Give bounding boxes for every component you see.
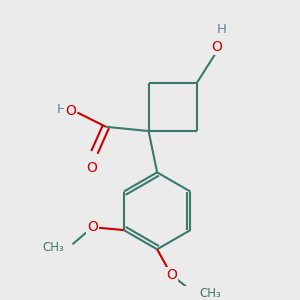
Text: H: H	[57, 103, 67, 116]
Text: H: H	[216, 22, 226, 36]
Text: O: O	[212, 40, 222, 54]
Text: CH₃: CH₃	[200, 287, 222, 300]
Text: O: O	[65, 104, 76, 118]
Text: CH₃: CH₃	[42, 241, 64, 254]
Text: O: O	[87, 220, 98, 234]
Text: O: O	[86, 161, 97, 175]
Text: O: O	[166, 268, 177, 282]
